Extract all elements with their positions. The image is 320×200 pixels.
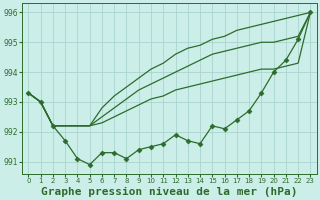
- X-axis label: Graphe pression niveau de la mer (hPa): Graphe pression niveau de la mer (hPa): [41, 186, 298, 197]
